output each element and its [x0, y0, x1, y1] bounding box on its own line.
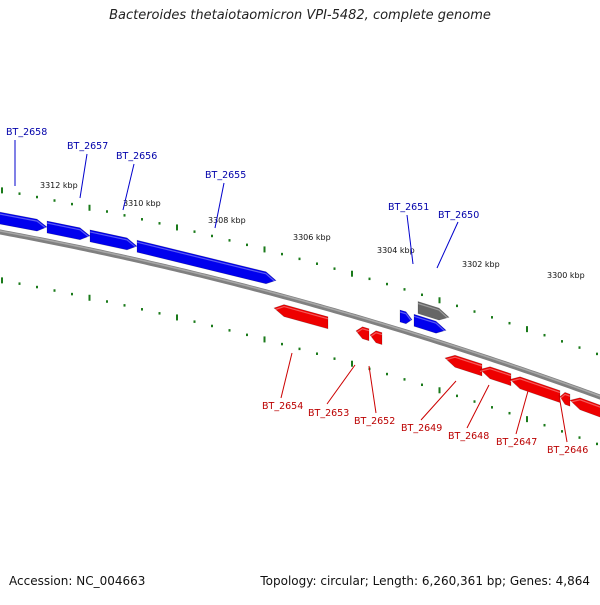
gene-label-reverse: BT_2646	[547, 445, 588, 456]
gene-label-forward: BT_2650	[438, 210, 479, 221]
gene-label-forward: BT_2656	[116, 151, 157, 162]
gene-label-forward: BT_2655	[205, 170, 246, 181]
gene-arrow-forward	[136, 239, 277, 285]
gene-arrow-forward-shine	[89, 231, 138, 249]
gene-arrow-forward-shine	[136, 241, 277, 283]
gene-arrow-forward	[89, 229, 138, 251]
backbone-line	[0, 229, 600, 400]
gene-label-forward: BT_2657	[67, 141, 108, 152]
gene-leader-line	[79, 153, 88, 199]
gene-arrow-forward-shine	[0, 213, 48, 230]
gene-arrow-forward	[46, 220, 91, 241]
gene-leader-line	[214, 182, 225, 229]
gene-leader-line	[466, 384, 490, 429]
gene-leader-line	[558, 394, 568, 443]
gene-arrow-reverse	[273, 304, 329, 330]
gene-arrow-reverse-shine	[369, 332, 383, 338]
gene-leader-line	[515, 390, 529, 435]
gene-arrow-reverse-shine	[444, 356, 483, 367]
gene-label-forward: BT_2658	[6, 127, 47, 138]
gene-arrow-forward	[413, 313, 447, 334]
gene-arrow-reverse-shine	[273, 305, 329, 320]
gene-arrow-reverse	[369, 330, 383, 346]
gene-arrow-reverse	[355, 326, 370, 342]
gene-leader-line	[280, 352, 293, 399]
gene-arrow-reverse	[569, 397, 600, 418]
gene-arrow-forward-shine	[46, 222, 91, 239]
gene-arrow-reverse-shine	[479, 368, 512, 377]
scale-label: 3310 kbp	[123, 199, 161, 208]
scale-label: 3308 kbp	[208, 216, 246, 225]
genome-summary-label: Topology: circular; Length: 6,260,361 bp…	[260, 574, 590, 588]
gene-arrow-reverse-shine	[509, 378, 561, 394]
scale-label: 3302 kbp	[462, 260, 500, 269]
gene-arrow-reverse-shine	[355, 328, 370, 334]
gene-label-reverse: BT_2647	[496, 437, 537, 448]
gene-leader-line	[420, 380, 457, 421]
gene-label-reverse: BT_2653	[308, 408, 349, 419]
gene-leader-line	[436, 221, 459, 269]
feature-arrow-other	[417, 301, 450, 321]
gene-leader-line	[326, 364, 356, 405]
gene-arrow-forward	[0, 211, 48, 232]
feature-arrow-other-shine	[417, 302, 450, 320]
gene-leader-line	[122, 163, 135, 211]
backbone-highlight	[0, 230, 600, 397]
gene-arrow-reverse-shine	[569, 399, 600, 408]
gene-arrow-forward	[399, 309, 413, 325]
gene-arrow-forward-shine	[399, 311, 413, 323]
scale-label: 3312 kbp	[40, 181, 78, 190]
gene-label-reverse: BT_2652	[354, 416, 395, 427]
accession-label: Accession: NC_004663	[9, 574, 146, 588]
gene-arrow-reverse-shine	[559, 393, 571, 400]
gene-label-reverse: BT_2649	[401, 423, 442, 434]
map-title: Bacteroides thetaiotaomicron VPI-5482, c…	[109, 8, 491, 23]
gene-leader-line	[406, 214, 414, 265]
gene-leader-line	[368, 365, 377, 414]
gene-label-reverse: BT_2648	[448, 431, 489, 442]
scale-label: 3306 kbp	[293, 233, 331, 242]
scale-label: 3304 kbp	[377, 246, 415, 255]
gene-label-forward: BT_2651	[388, 202, 429, 213]
scale-label: 3300 kbp	[547, 271, 585, 280]
gene-label-reverse: BT_2654	[262, 401, 303, 412]
gene-arrow-forward-shine	[413, 315, 447, 333]
